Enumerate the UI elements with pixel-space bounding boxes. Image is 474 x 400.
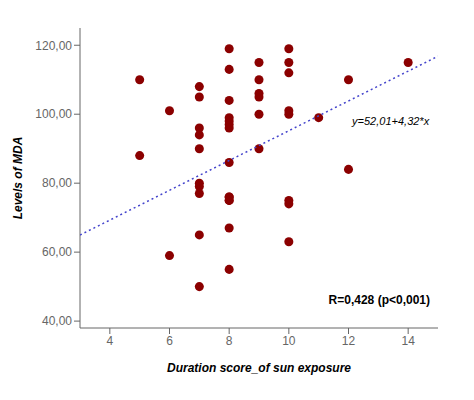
svg-text:80,00: 80,00 [42, 176, 72, 190]
svg-text:8: 8 [226, 334, 233, 348]
svg-text:100,00: 100,00 [35, 107, 72, 121]
svg-text:120,00: 120,00 [35, 39, 72, 53]
html-text:y=52,01+4,32*x: y=52,01+4,32*x [352, 115, 430, 127]
svg-text:60,00: 60,00 [42, 245, 72, 259]
svg-text:4: 4 [106, 334, 113, 348]
svg-text:6: 6 [166, 334, 173, 348]
svg-text:40,00: 40,00 [42, 314, 72, 328]
html-text:R=0,428 (p<0,001): R=0,428 (p<0,001) [328, 293, 430, 307]
svg-text:Levels of MDA: Levels of MDA [11, 137, 25, 220]
svg-text:14: 14 [401, 334, 415, 348]
svg-text:Duration score_of sun exposure: Duration score_of sun exposure [167, 361, 351, 375]
svg-text:10: 10 [282, 334, 296, 348]
svg-text:12: 12 [342, 334, 356, 348]
